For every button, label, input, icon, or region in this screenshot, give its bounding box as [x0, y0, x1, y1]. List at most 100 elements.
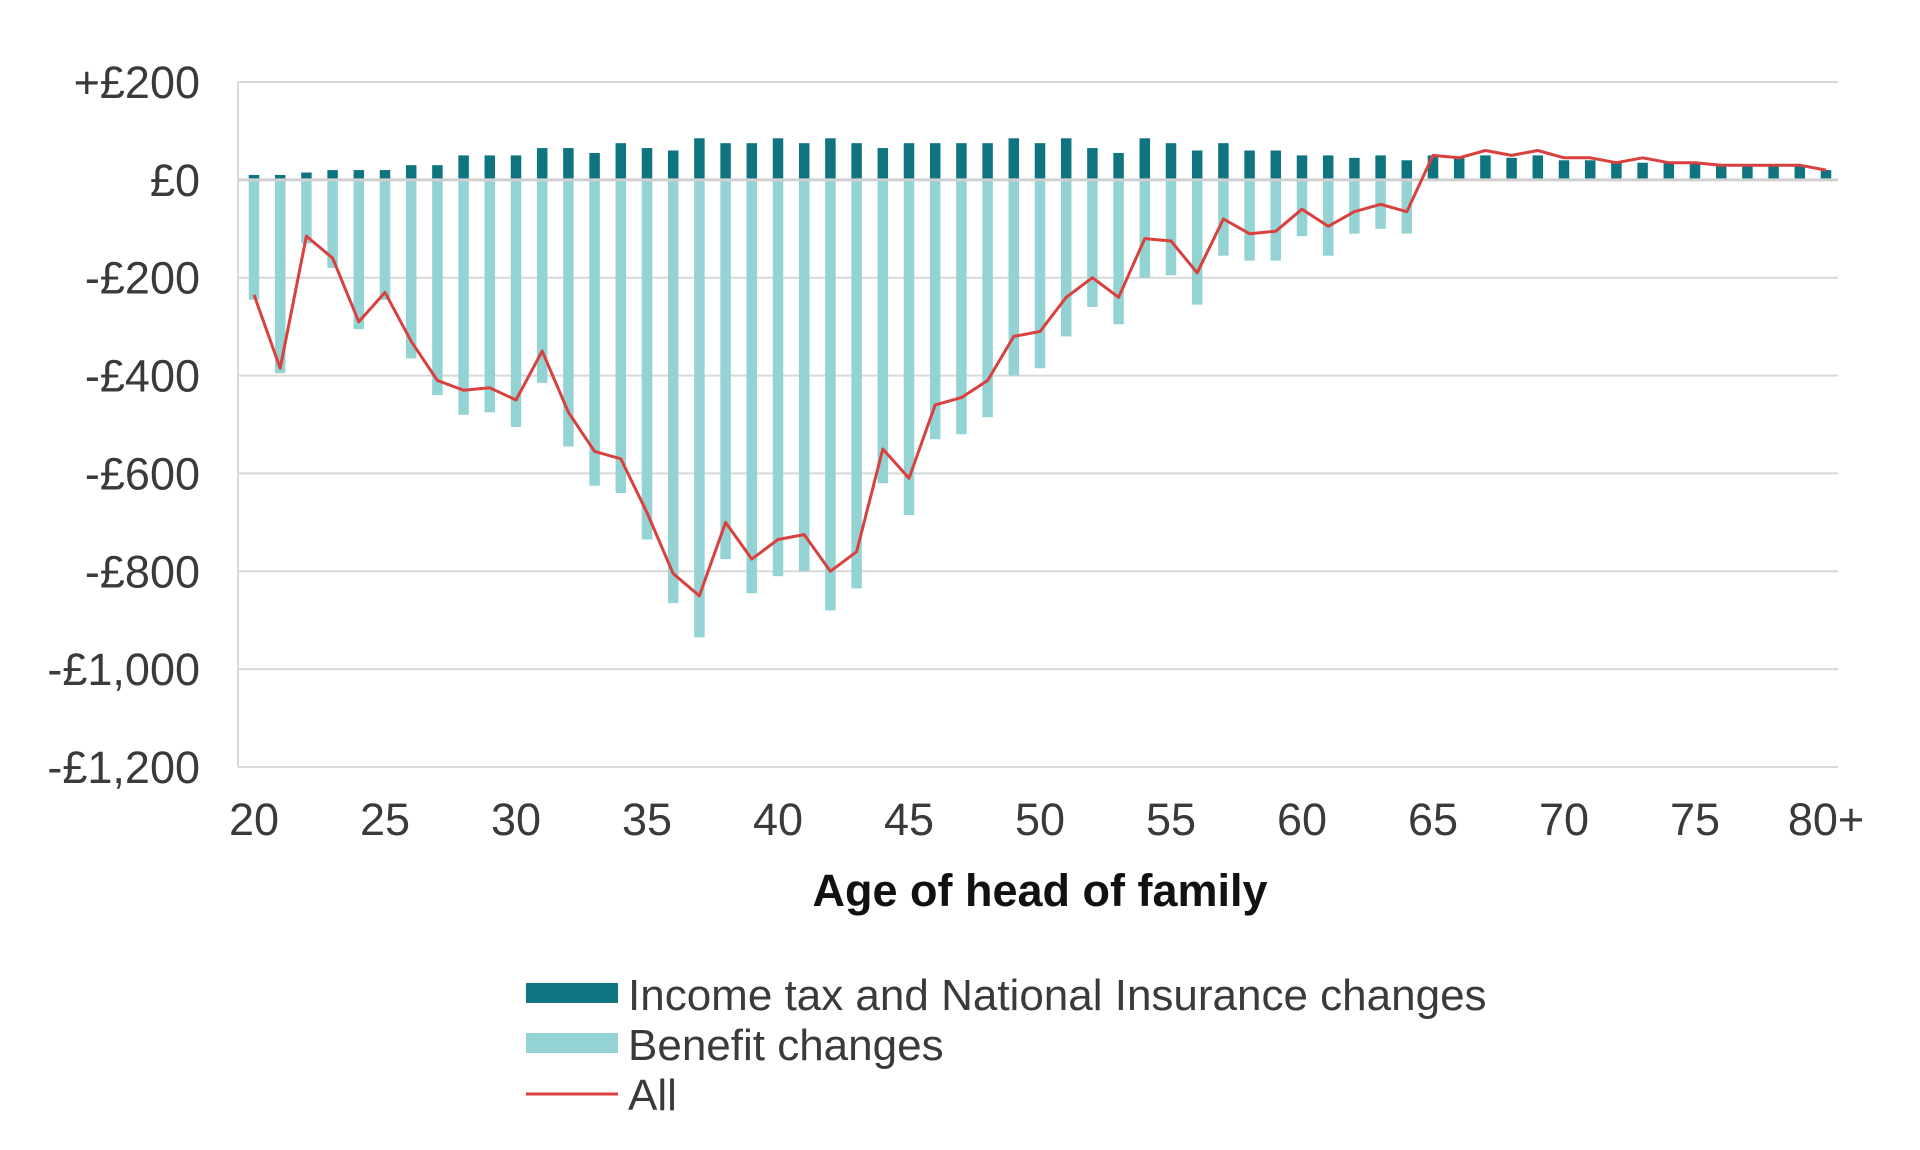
bar-income-tax: [667, 150, 679, 180]
y-tick-label: -£400: [85, 351, 200, 402]
x-tick-label: 80+: [1788, 794, 1864, 845]
bar-income-tax: [746, 143, 758, 180]
bar-benefit: [1270, 179, 1282, 261]
bar-income-tax: [1663, 162, 1675, 180]
bar-income-tax: [458, 155, 469, 180]
bar-benefit: [615, 179, 627, 493]
bar-benefit: [1008, 179, 1020, 376]
x-tick-label: 20: [229, 794, 279, 845]
legend-label-all: All: [628, 1071, 677, 1120]
bar-benefit: [1322, 179, 1334, 256]
bar-income-tax: [929, 143, 941, 180]
bar-income-tax: [510, 155, 522, 180]
bar-income-tax: [563, 148, 574, 180]
y-tick-label: -£1,000: [47, 644, 200, 695]
bar-income-tax: [1689, 162, 1701, 180]
bar-income-tax: [1191, 150, 1203, 180]
bar-income-tax: [1558, 160, 1570, 180]
bar-income-tax: [798, 143, 810, 180]
y-tick-label: -£200: [85, 253, 200, 304]
bar-benefit: [379, 179, 391, 300]
bar-income-tax: [274, 174, 286, 180]
bar-income-tax: [353, 170, 365, 180]
y-tick-label: £0: [150, 155, 200, 206]
bar-income-tax: [1427, 155, 1439, 180]
x-tick-label: 60: [1277, 794, 1327, 845]
x-tick-label: 25: [360, 794, 410, 845]
bar-income-tax: [1506, 157, 1517, 180]
bar-benefit: [956, 179, 967, 435]
bar-income-tax: [825, 138, 836, 180]
y-tick-label: -£1,200: [47, 742, 200, 793]
bar-income-tax: [1768, 165, 1779, 180]
bar-benefit: [1034, 179, 1046, 369]
bar-income-tax: [1113, 152, 1124, 180]
legend-item-benefit: Benefit changes: [526, 1021, 944, 1070]
bar-income-tax: [1322, 155, 1334, 180]
bar-benefit: [589, 179, 600, 486]
bar-benefit: [1060, 179, 1072, 337]
bar-income-tax: [694, 138, 705, 180]
bar-income-tax: [720, 143, 731, 180]
legend-swatch-benefit: [526, 1033, 618, 1053]
x-tick-label: 35: [622, 794, 672, 845]
bar-income-tax: [1742, 165, 1753, 180]
bar-benefit: [798, 179, 810, 572]
bar-benefit: [1401, 179, 1413, 234]
bar-benefit: [982, 179, 993, 418]
bar-income-tax: [1453, 157, 1465, 180]
bar-benefit: [825, 179, 836, 611]
bar-benefit: [536, 179, 548, 383]
bar-benefit: [1113, 179, 1124, 325]
bar-income-tax: [1270, 150, 1282, 180]
bar-benefit: [274, 179, 286, 374]
bar-income-tax: [772, 138, 784, 180]
bar-benefit: [667, 179, 679, 604]
bar-income-tax: [1532, 155, 1544, 180]
legend-item-all: All: [526, 1071, 677, 1120]
bar-benefit: [1139, 179, 1151, 278]
bar-income-tax: [1820, 170, 1832, 180]
bar-income-tax: [877, 148, 889, 180]
bar-income-tax: [1218, 143, 1229, 180]
bar-benefit: [1165, 179, 1177, 276]
bar-benefit: [641, 179, 653, 540]
bar-income-tax: [1715, 165, 1727, 180]
bar-income-tax: [1349, 157, 1360, 180]
legend-swatch-income-tax: [526, 983, 618, 1003]
bar-income-tax: [1139, 138, 1151, 180]
bar-income-tax: [615, 143, 627, 180]
legend-label-income-tax: Income tax and National Insurance change…: [628, 971, 1487, 1020]
bar-benefit: [327, 179, 338, 268]
bar-benefit: [877, 179, 889, 484]
bar-income-tax: [1087, 148, 1098, 180]
bar-benefit: [510, 179, 522, 427]
bar-income-tax: [1401, 160, 1413, 180]
bar-income-tax: [956, 143, 967, 180]
bar-income-tax: [1480, 155, 1491, 180]
x-tick-label: 45: [884, 794, 934, 845]
bar-benefit: [353, 179, 365, 330]
bar-benefit: [1244, 179, 1255, 261]
bar-income-tax: [982, 143, 993, 180]
bar-income-tax: [1034, 143, 1046, 180]
bar-income-tax: [327, 170, 338, 180]
bar-income-tax: [1637, 162, 1648, 180]
bar-benefit: [720, 179, 731, 560]
bar-income-tax: [1244, 150, 1255, 180]
bar-income-tax: [1794, 165, 1806, 180]
x-axis-title: Age of head of family: [812, 865, 1267, 916]
bar-income-tax: [432, 165, 443, 180]
x-tick-label: 55: [1146, 794, 1196, 845]
y-tick-label: -£600: [85, 448, 200, 499]
bar-benefit: [929, 179, 941, 440]
bar-income-tax: [484, 155, 496, 180]
bar-benefit: [1349, 179, 1360, 234]
bar-benefit: [248, 179, 260, 300]
bar-income-tax: [1165, 143, 1177, 180]
bar-benefit: [851, 179, 862, 589]
bar-income-tax: [1375, 155, 1386, 180]
bar-income-tax: [589, 152, 600, 180]
bar-income-tax: [1296, 155, 1308, 180]
